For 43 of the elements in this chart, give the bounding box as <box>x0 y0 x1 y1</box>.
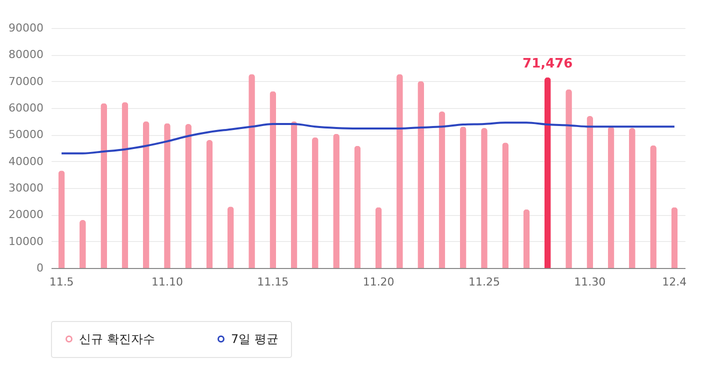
x-tick-label: 11.10 <box>151 276 183 288</box>
bar <box>502 142 509 268</box>
y-tick-label: 10000 <box>8 234 44 248</box>
data-label: 71,476 <box>522 56 573 72</box>
x-tick-label: 11.20 <box>362 276 394 288</box>
y-tick-label: 0 <box>36 262 44 274</box>
bar <box>312 137 318 268</box>
bar <box>185 124 192 268</box>
x-tick-label: 11.15 <box>257 276 289 288</box>
bar <box>438 111 446 268</box>
x-tick-label: 11.25 <box>468 276 500 288</box>
bar <box>122 102 128 268</box>
y-tick-label: 50000 <box>8 128 44 142</box>
y-tick-label: 90000 <box>8 22 44 34</box>
legend-label: 신규 확진자수 <box>79 332 155 346</box>
y-tick-label: 40000 <box>8 154 44 168</box>
bar <box>375 207 382 268</box>
bar <box>418 81 424 268</box>
x-tick-label: 11.30 <box>574 276 606 288</box>
x-tick-label: 11.5 <box>49 276 74 288</box>
y-tick-label: 20000 <box>8 208 44 222</box>
bar <box>671 207 678 268</box>
bar <box>354 146 361 268</box>
y-tick-label: 30000 <box>8 182 44 194</box>
bar <box>608 126 614 268</box>
line-series <box>60 122 676 154</box>
bar <box>142 121 150 268</box>
bar <box>206 140 213 268</box>
legend-label: 7일 평균 <box>231 332 278 346</box>
y-tick-label: 70000 <box>8 74 44 88</box>
y-tick-label: 60000 <box>8 102 44 114</box>
bar <box>270 91 276 268</box>
bar <box>460 126 466 268</box>
bar <box>523 209 530 268</box>
bar <box>227 206 234 268</box>
y-tick-label: 80000 <box>8 48 44 62</box>
x-tick-label: 12.4 <box>662 276 687 288</box>
bar <box>544 77 551 268</box>
bar <box>58 170 65 268</box>
bar <box>628 128 636 268</box>
bar <box>290 121 298 268</box>
bar <box>586 116 594 268</box>
bar <box>100 103 108 268</box>
